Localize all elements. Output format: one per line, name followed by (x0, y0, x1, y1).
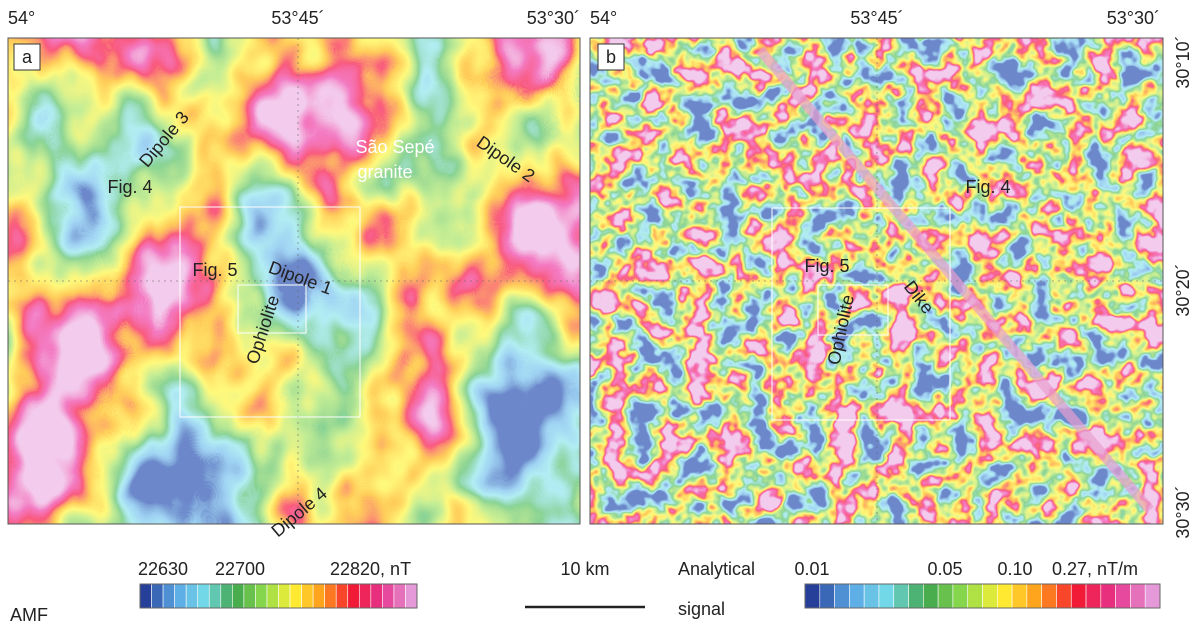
longitude-label: 54° (590, 8, 617, 28)
color-bar-cell (849, 583, 865, 609)
color-bar-cell (1070, 583, 1087, 609)
panel-label: b (606, 47, 616, 67)
color-bar-cell (819, 583, 835, 609)
color-bar-frame (139, 583, 418, 609)
color-bar-cell (952, 583, 969, 609)
color-bar-cell (370, 583, 383, 609)
annotation: Fig. 5 (804, 256, 849, 276)
color-bar-cell (893, 583, 909, 609)
color-bar-cell (301, 583, 314, 609)
color-bar-cell (393, 583, 406, 609)
annotation: São Sepé (355, 137, 434, 157)
legend-tick: 22700 (215, 559, 265, 579)
longitude-label: 54° (8, 8, 35, 28)
color-bar-cell (1056, 583, 1072, 609)
legend-title: AMF (10, 605, 48, 625)
map-b (590, 38, 1163, 524)
color-bar-cell (1085, 583, 1102, 609)
scale-label: 10 km (560, 559, 609, 579)
color-bar-cell (139, 583, 152, 609)
color-bar-cell (1041, 583, 1057, 609)
color-bar-cell (266, 583, 279, 609)
longitude-label: 53°45´ (271, 8, 324, 28)
color-bar-cell (185, 583, 199, 609)
color-bar-cell (208, 583, 222, 609)
color-bar-cell (243, 583, 256, 609)
color-bar-cell (1115, 583, 1131, 609)
annotation: granite (357, 162, 412, 182)
color-bar-cell (834, 583, 850, 609)
color-bar-cell (312, 583, 325, 609)
longitude-label: 53°30´ (527, 8, 580, 28)
color-bar-cell (220, 583, 233, 609)
panel-label: a (22, 47, 33, 67)
latitude-label: 30°30´ (1173, 485, 1193, 538)
color-bar-cell (804, 583, 821, 609)
color-bar-cell (382, 583, 395, 609)
color-bar-cell (967, 583, 983, 609)
color-bar-cell (878, 583, 895, 609)
annotation: Fig. 5 (192, 260, 237, 280)
legend-tick: 0.05 (927, 559, 962, 579)
legend-title: signal (678, 599, 725, 619)
legend-tick: 0.01 (794, 559, 829, 579)
color-bar-cell (197, 583, 210, 609)
color-bar-cell (1130, 583, 1146, 609)
legend-title: Analytical (678, 559, 755, 579)
color-bar-cell (289, 583, 302, 609)
color-bar-cell (923, 583, 939, 609)
latitude-label: 30°20´ (1173, 263, 1193, 316)
map-a (8, 38, 580, 524)
color-bar-cell (255, 583, 268, 609)
color-bar-cell (151, 583, 164, 609)
dike (756, 46, 1154, 514)
color-bar-cell (1011, 583, 1028, 609)
color-bar-cell (278, 583, 291, 609)
color-bar-cell (908, 583, 924, 609)
color-bar-cell (335, 583, 349, 609)
color-bar-cell (996, 583, 1013, 609)
color-bar-cell (358, 583, 372, 609)
color-bar-cell (324, 583, 337, 609)
legend-tick: 0.27, nT/m (1052, 559, 1138, 579)
color-bar-cell (347, 583, 360, 609)
longitude-label: 53°30´ (1107, 8, 1160, 28)
color-bar-cell (1100, 583, 1116, 609)
latitude-label: 30°10´ (1173, 35, 1193, 88)
color-bar-cell (937, 583, 954, 609)
color-bar-cell (405, 583, 418, 609)
legend-tick: 0.10 (997, 559, 1032, 579)
color-bar-cell (1026, 583, 1042, 609)
longitude-label: 53°45´ (850, 8, 903, 28)
annotation: Fig. 4 (107, 177, 152, 197)
color-bar-cell (863, 583, 880, 609)
color-bars (139, 583, 1161, 609)
inset-boxes (179, 206, 951, 421)
color-bar-cell (232, 583, 245, 609)
legend-tick: 22820, nT (330, 559, 411, 579)
panel-label-box (597, 43, 625, 71)
legend-tick: 22630 (138, 559, 188, 579)
color-bar-cell (162, 583, 175, 609)
color-bar-cell (982, 583, 998, 609)
annotation: Fig. 4 (965, 177, 1010, 197)
color-bar-cell (174, 583, 187, 609)
color-bar-frame (804, 583, 1161, 609)
color-bar-cell (1144, 583, 1161, 609)
panel-label-box (13, 43, 41, 71)
